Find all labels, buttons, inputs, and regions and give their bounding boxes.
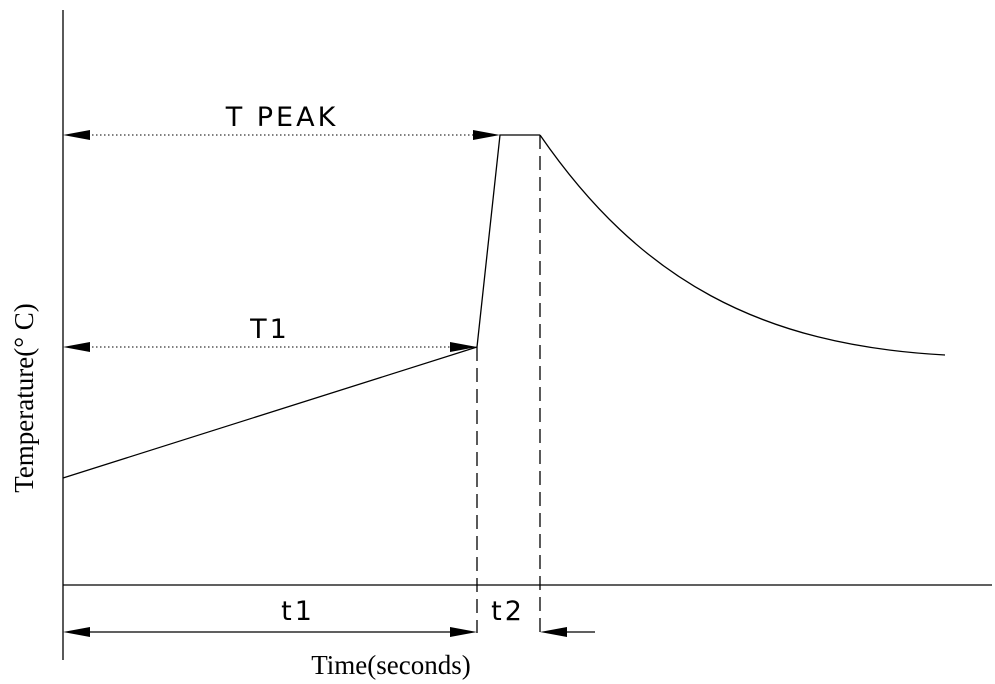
t1-time-left-arrow [63,627,90,637]
ramp-segment [62,346,478,479]
t1-temp-right-arrow [450,342,477,352]
t1-temp-left-arrow [63,342,90,352]
peak-right-arrow [473,130,500,140]
peak-label: T PEAK [225,102,339,133]
t1-temp-label: T1 [249,314,290,345]
spike-segment [476,134,540,348]
peak-left-arrow [63,130,90,140]
t2-time-left-arrow [540,627,567,637]
cooling-curve [539,134,946,356]
y-axis-label: Temperature(° C) [9,303,39,493]
t2-time-label: t2 [491,596,525,627]
x-axis-label: Time(seconds) [311,650,471,680]
t1-time-label: t1 [281,596,315,627]
t1-time-right-arrow [450,627,477,637]
